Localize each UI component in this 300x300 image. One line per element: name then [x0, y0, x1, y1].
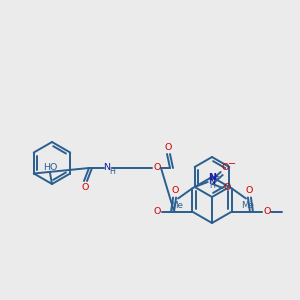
- Text: O: O: [171, 186, 179, 195]
- Text: O: O: [222, 164, 230, 172]
- Text: HO: HO: [43, 163, 57, 172]
- Text: N: N: [208, 178, 215, 187]
- Text: O: O: [224, 184, 231, 193]
- Text: H: H: [209, 181, 215, 190]
- Text: O: O: [81, 184, 89, 193]
- Text: O: O: [263, 207, 271, 216]
- Text: +: +: [214, 174, 220, 180]
- Text: N: N: [208, 173, 216, 182]
- Text: N: N: [103, 163, 110, 172]
- Text: O: O: [153, 207, 161, 216]
- Text: O: O: [153, 164, 161, 172]
- Text: H: H: [109, 167, 115, 176]
- Text: Me: Me: [242, 201, 254, 210]
- Text: O: O: [164, 142, 172, 152]
- Text: −: −: [228, 159, 236, 169]
- Text: Me: Me: [169, 201, 182, 210]
- Text: O: O: [245, 186, 253, 195]
